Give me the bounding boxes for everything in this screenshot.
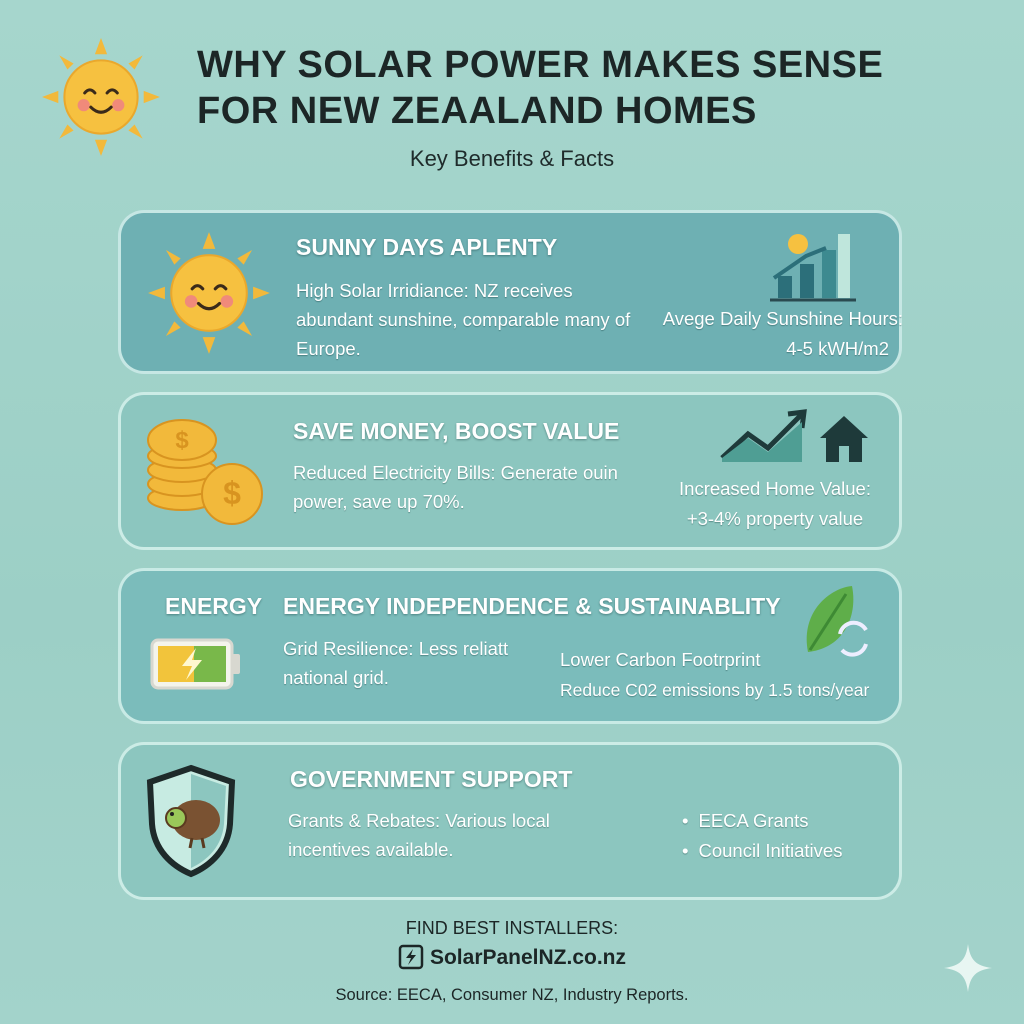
card [118,568,902,724]
card-side: Avege Daily Sunshine Hours: 4-5 kWH/m2 [620,304,903,364]
side-line: Reduce C02 emissions by 1.5 tons/year [560,680,870,700]
shield-icon [146,764,236,878]
card-body: Grid Resilience: Less reliatt national g… [283,638,509,688]
card-side: Increased Home Value: +3-4% property val… [640,474,910,534]
bullet: EECA Grants [682,806,842,836]
card-body: High Solar Irridiance: NZ receives abund… [296,280,631,359]
svg-text:$: $ [223,475,241,511]
subtitle: Key Benefits & Facts [409,146,615,171]
card-body: Grants & Rebates: Various local incentiv… [288,810,550,860]
value-icon [720,409,868,462]
title: WHY SOLAR POWER MAKES SENSE FOR NEW ZEAA… [197,42,883,134]
card-title: SAVE MONEY, BOOST VALUE [293,418,620,444]
card-title: ENERGY INDEPENDENCE & SUSTAINABLITY [283,593,781,619]
coins-icon: $ $ [147,419,263,525]
card-label: ENERGY [165,593,263,619]
side-line: 4-5 kWH/m2 [786,338,889,359]
cta: FIND BEST INSTALLERS: [405,918,619,938]
card [118,210,902,374]
link[interactable]: SolarPanelNZ.co.nz [429,946,627,969]
sparkle-icon [944,944,992,992]
svg-text:$: $ [175,427,189,454]
bullet-list: EECA Grants Council Initiatives [682,806,842,866]
bolt-icon [398,944,424,970]
chart-icon [770,234,856,302]
side-line: Avege Daily Sunshine Hours: [662,308,903,329]
card-title: SUNNY DAYS APLENTY [296,234,558,260]
title-line: WHY SOLAR POWER MAKES SENSE [197,44,884,86]
title-line: FOR NEW ZEAALAND HOMES [197,90,757,132]
leaf-icon [806,586,868,657]
card-body: Reduced Electricity Bills: Generate ouin… [293,462,618,512]
source: Source: EECA, Consumer NZ, Industry Repo… [335,986,689,1004]
card-title: GOVERNMENT SUPPORT [290,766,573,792]
sun-icon [146,230,272,356]
sun-icon [40,36,162,158]
side-line: Increased Home Value: [679,478,871,499]
link-row: SolarPanelNZ.co.nz [0,944,1024,972]
side-line: Lower Carbon Footrprint [560,649,761,670]
side-line: +3-4% property value [686,508,864,529]
card-side: Lower Carbon Footrprint Reduce C02 emiss… [560,645,900,705]
battery-icon [150,638,240,690]
bullet: Council Initiatives [682,836,842,866]
